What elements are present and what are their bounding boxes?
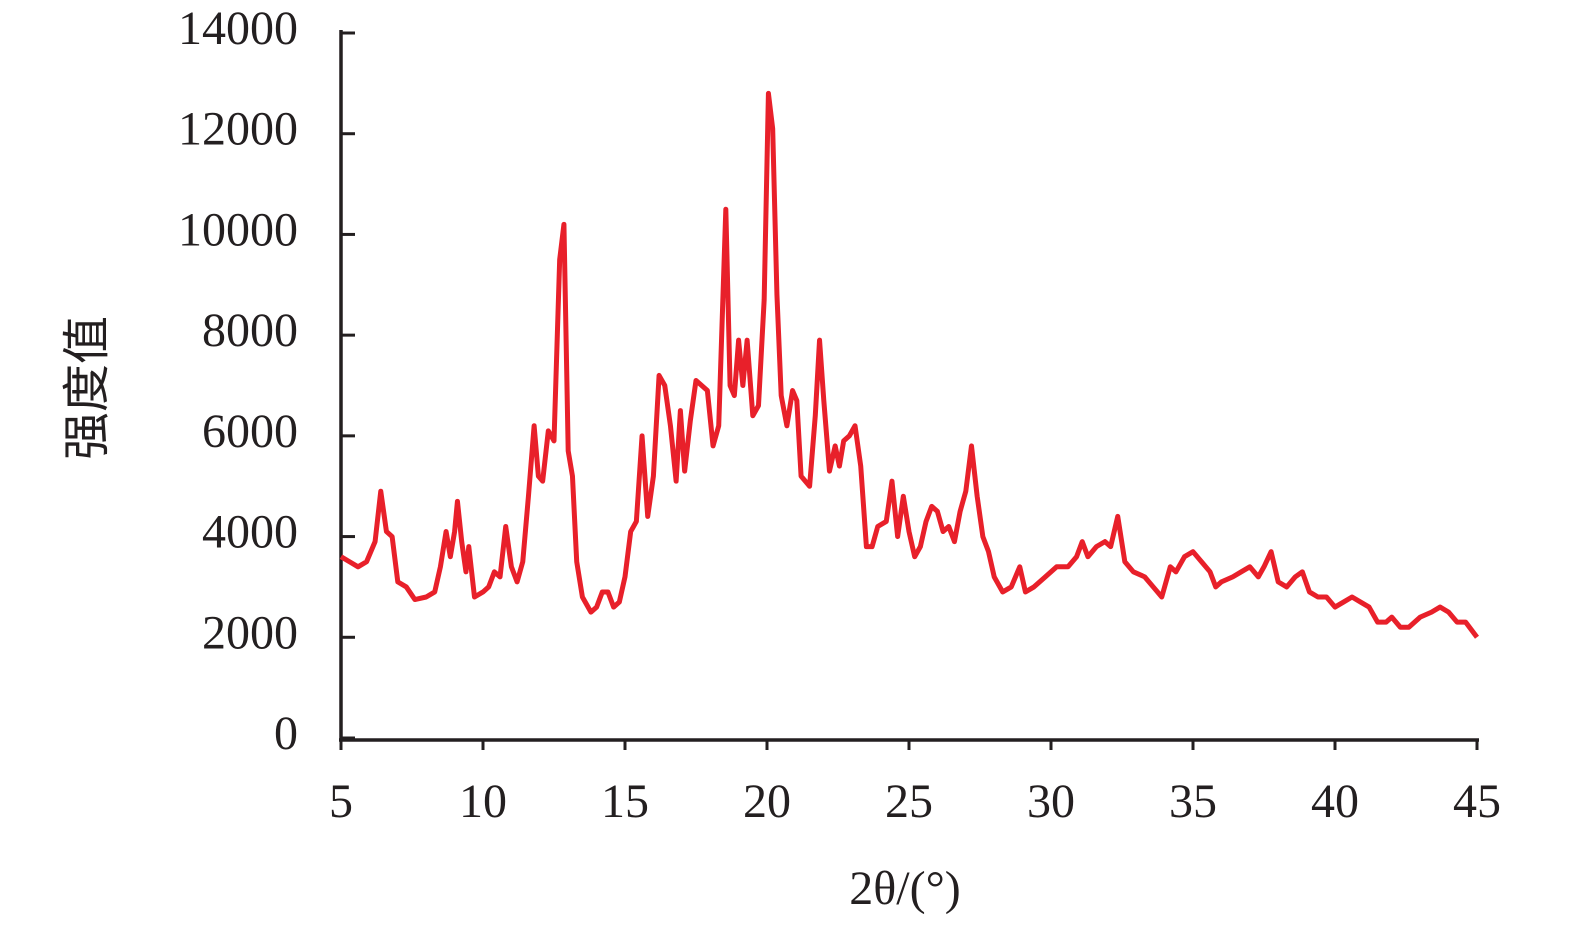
x-tick-label: 25 — [885, 775, 933, 828]
y-tick-label: 10000 — [178, 203, 298, 256]
y-tick-label: 4000 — [202, 506, 298, 559]
y-axis-label: 强度值 — [61, 316, 114, 460]
x-axis-label: 2θ/(°) — [849, 862, 961, 915]
x-tick-label: 20 — [743, 775, 791, 828]
y-tick-label: 12000 — [178, 103, 298, 156]
x-tick-label: 10 — [459, 775, 507, 828]
x-tick-label: 40 — [1311, 775, 1359, 828]
x-tick-label: 45 — [1453, 775, 1501, 828]
data-line — [339, 90, 1479, 639]
x-tick-label: 30 — [1027, 775, 1075, 828]
x-tick-label: 35 — [1169, 775, 1217, 828]
x-tick-label: 15 — [601, 775, 649, 828]
y-tick-label: 14000 — [178, 2, 298, 55]
x-tick-label: 5 — [329, 775, 353, 828]
y-tick-label: 2000 — [202, 606, 298, 659]
y-tick-label: 6000 — [202, 405, 298, 458]
y-tick-label: 0 — [274, 707, 298, 760]
y-tick-label: 8000 — [202, 304, 298, 357]
